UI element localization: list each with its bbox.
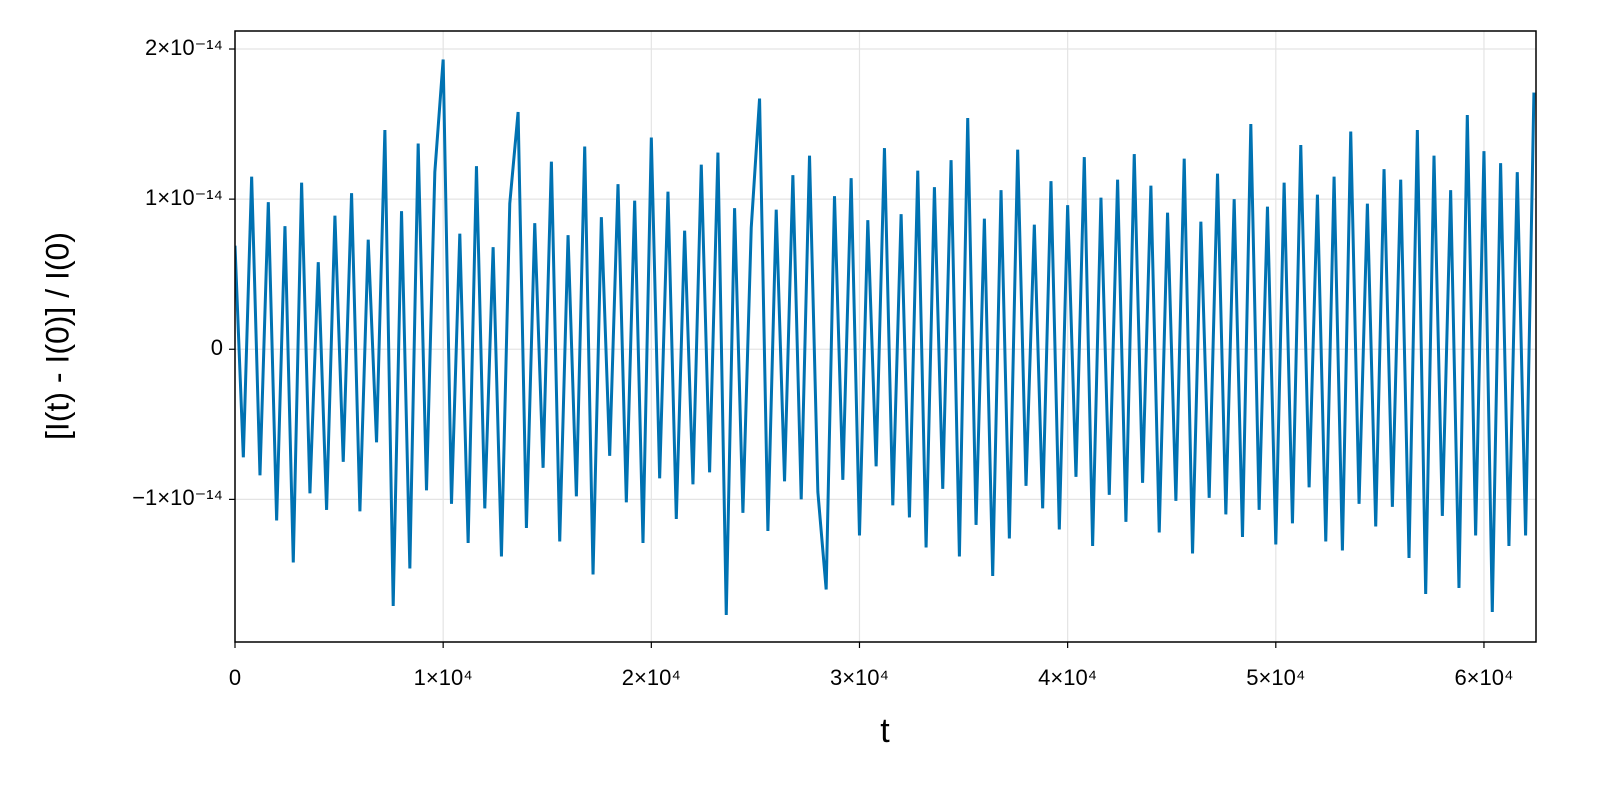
y-axis-label: [I(t) - I(0)] / I(0) xyxy=(39,232,75,440)
y-tick-label: 0 xyxy=(211,335,223,360)
x-tick-label: 5×10⁴ xyxy=(1246,665,1305,690)
plot-area xyxy=(235,59,1536,616)
x-tick-label: 2×10⁴ xyxy=(622,665,681,690)
axes-frame xyxy=(234,30,1537,643)
y-tick-label: −1×10⁻¹⁴ xyxy=(132,485,223,510)
x-axis-label: t xyxy=(880,712,890,750)
x-tick-label: 3×10⁴ xyxy=(830,665,889,690)
data-line xyxy=(235,59,1536,616)
y-tick-label: 1×10⁻¹⁴ xyxy=(145,185,223,210)
x-tick-label: 6×10⁴ xyxy=(1454,665,1513,690)
x-tick-label: 4×10⁴ xyxy=(1038,665,1097,690)
x-tick-label: 0 xyxy=(229,665,241,690)
x-tick-label: 1×10⁴ xyxy=(414,665,473,690)
y-tick-label: 2×10⁻¹⁴ xyxy=(145,35,223,60)
